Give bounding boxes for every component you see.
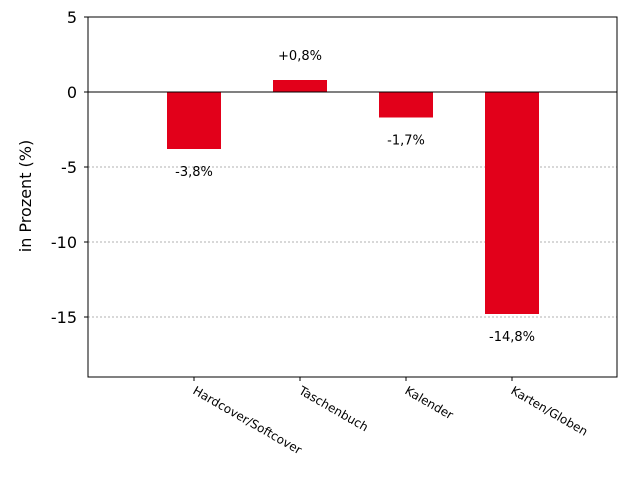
y-tick-label: 5 <box>67 8 77 27</box>
y-axis-label: in Prozent (%) <box>16 140 35 252</box>
data-label: -1,7% <box>387 134 425 149</box>
y-tick-label: -5 <box>61 158 77 177</box>
data-labels: -3,8% +0,8% -1,7% -14,8% <box>175 49 535 345</box>
y-axis-ticks: 5 0 -5 -10 -15 <box>51 8 88 327</box>
x-tick-label: Hardcover/Softcover <box>191 383 305 457</box>
x-tick-label: Kalender <box>403 383 456 422</box>
data-label: -3,8% <box>175 165 213 180</box>
data-label: -14,8% <box>489 330 535 345</box>
y-tick-label: -10 <box>51 233 77 252</box>
y-tick-label: 0 <box>67 83 77 102</box>
data-label: +0,8% <box>278 49 322 64</box>
x-tick-label: Karten/Globen <box>509 383 591 438</box>
bar <box>273 80 327 92</box>
y-tick-label: -15 <box>51 308 77 327</box>
plot-frame <box>87 16 618 378</box>
bar-layer <box>167 80 539 314</box>
bar <box>485 92 539 314</box>
bar <box>167 92 221 149</box>
x-tick-label: Taschenbuch <box>296 383 371 434</box>
bar <box>379 92 433 118</box>
